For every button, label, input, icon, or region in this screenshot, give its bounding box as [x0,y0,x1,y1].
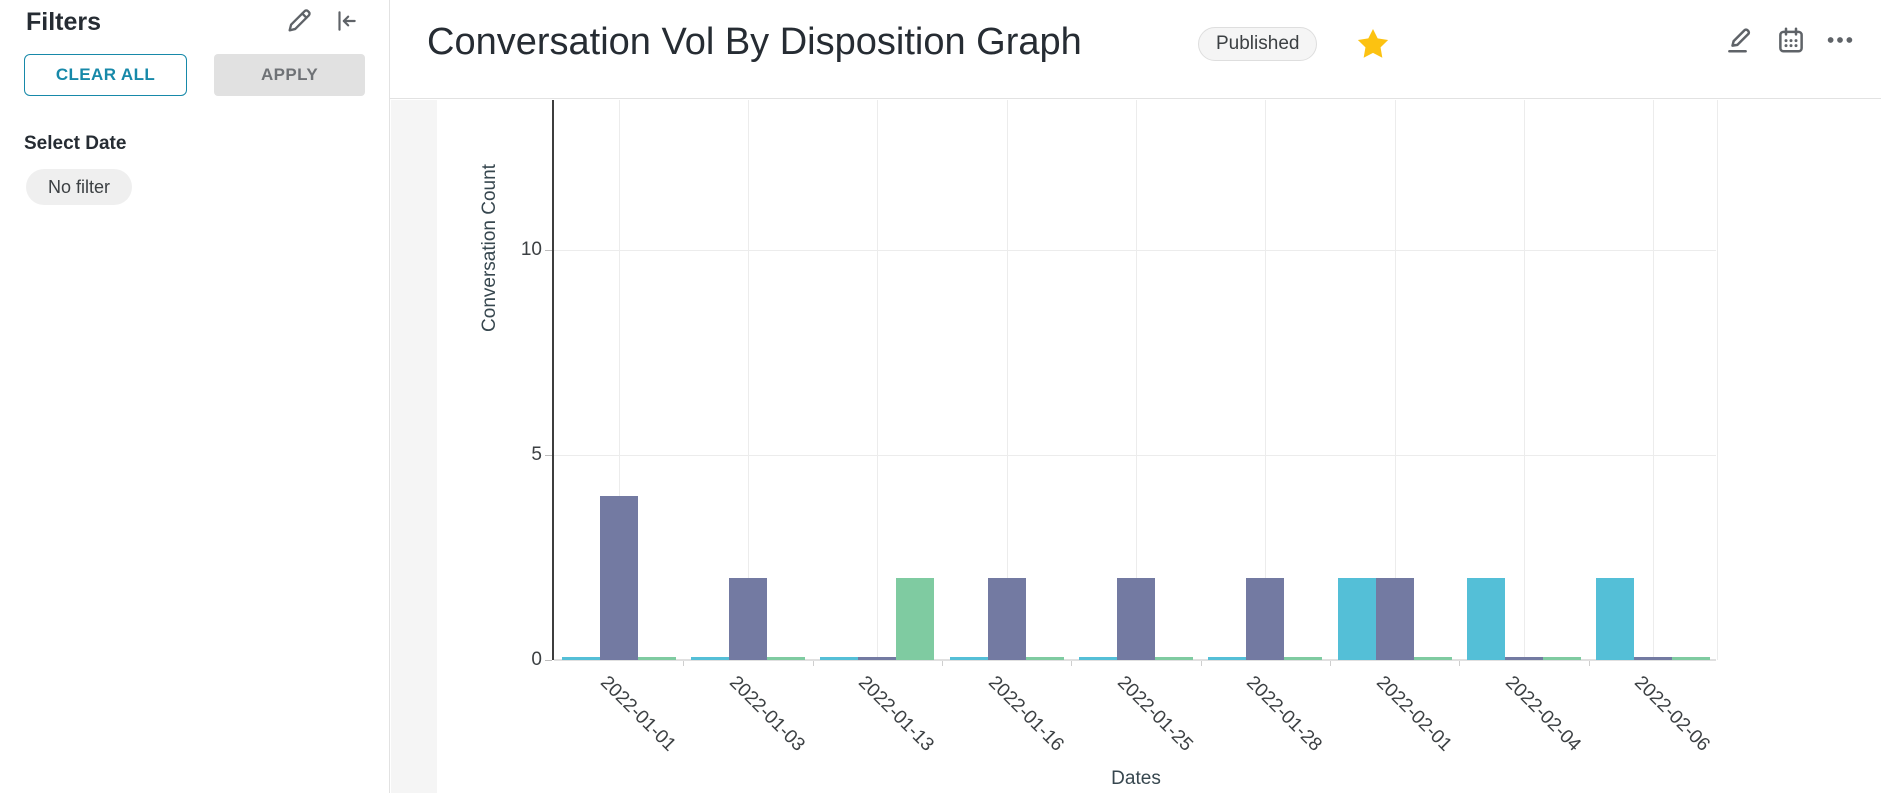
bar-2022-02-06-cyan[interactable] [1596,578,1635,660]
x-axis-tick-mark [1459,660,1461,666]
edit-filters-button[interactable] [283,5,315,37]
bar-2022-02-01-green[interactable] [1413,657,1452,660]
bar-2022-01-13-purple[interactable] [858,657,897,660]
bar-2022-01-01-cyan[interactable] [561,657,600,660]
pencil-underline-icon [1728,28,1751,53]
select-date-label: Select Date [24,133,127,154]
gridline-vertical [1394,100,1396,660]
filters-sidebar: Filters CLEAR ALL APPLY Select Date No f… [0,0,390,793]
gridline-vertical [1006,100,1008,660]
bar-2022-02-06-purple[interactable] [1634,657,1673,660]
bar-2022-02-04-purple[interactable] [1505,657,1543,660]
bar-2022-01-25-cyan[interactable] [1079,657,1117,660]
ellipsis-icon [1827,37,1853,43]
bar-2022-01-13-green[interactable] [896,578,935,660]
bar-2022-01-03-green[interactable] [767,657,805,660]
clear-all-button[interactable]: CLEAR ALL [24,54,187,96]
bar-2022-01-25-purple[interactable] [1117,578,1155,660]
bar-2022-02-06-green[interactable] [1672,657,1711,660]
filters-title: Filters [26,8,102,36]
bar-2022-01-28-green[interactable] [1284,657,1323,660]
x-axis-tick-mark [1200,660,1202,666]
gridline-vertical [1136,100,1137,660]
gridline-vertical [618,100,620,660]
edit-chart-button[interactable] [1720,20,1760,60]
gridline-vertical [1265,100,1267,660]
bar-2022-02-04-cyan[interactable] [1467,578,1505,660]
bar-2022-02-01-cyan[interactable] [1337,578,1376,660]
gridline-vertical [1653,100,1655,660]
gridline-vertical [748,100,749,660]
x-axis-line [554,659,1716,661]
page-title: Conversation Vol By Disposition Graph [427,21,1082,63]
x-axis-tick-mark [942,660,943,666]
bar-2022-01-16-cyan[interactable] [949,657,988,660]
x-axis-tick-mark [1588,660,1590,666]
bar-2022-01-03-purple[interactable] [729,578,767,660]
bar-2022-01-16-green[interactable] [1025,657,1064,660]
bar-2022-01-28-cyan[interactable] [1208,657,1247,660]
bar-2022-01-16-purple[interactable] [987,578,1026,660]
y-axis-tick-label: 5 [531,444,542,466]
bar-2022-01-25-green[interactable] [1155,657,1193,660]
star-icon [1357,28,1389,58]
gridline-vertical [1524,100,1525,660]
status-badge: Published [1198,27,1318,61]
y-axis-tick-mark [545,249,552,251]
bar-2022-01-01-green[interactable] [637,657,676,660]
gridline-vertical [877,100,879,660]
bar-2022-01-13-cyan[interactable] [820,657,859,660]
x-axis-tick-mark [1330,660,1331,666]
bar-2022-01-28-purple[interactable] [1246,578,1285,660]
gridline-horizontal [554,455,1716,457]
favorite-button[interactable] [1352,23,1394,65]
bar-2022-01-01-purple[interactable] [599,496,638,660]
gridline-horizontal [554,250,1716,252]
bar-chart: Conversation Count Dates 0 5 10 2022-01-01 2… [479,100,1718,789]
chart-header: Conversation Vol By Disposition Graph Pu… [390,0,1881,99]
y-axis-tick-label: 10 [520,239,542,261]
apply-button[interactable]: APPLY [214,54,365,96]
collapse-sidebar-button[interactable] [330,5,362,37]
y-axis-tick-mark [545,659,552,661]
gridline-vertical [1717,100,1718,660]
x-axis-tick-mark [1071,660,1073,666]
x-axis-tick-mark [683,660,685,666]
date-filter-chip[interactable]: No filter [26,169,133,205]
chart-card [437,100,1881,793]
bar-2022-01-03-cyan[interactable] [691,657,729,660]
y-axis-tick-label: 0 [531,649,542,670]
y-axis-tick-mark [545,454,552,456]
more-options-button[interactable] [1820,20,1860,60]
x-axis-tick-mark [812,660,814,666]
bar-2022-02-04-green[interactable] [1543,657,1581,660]
collapse-left-icon [338,11,356,31]
schedule-button[interactable] [1771,20,1811,60]
pencil-icon [288,9,311,32]
bar-2022-02-01-purple[interactable] [1375,578,1414,660]
x-axis-title: Dates [1111,768,1161,789]
calendar-icon [1779,27,1803,53]
